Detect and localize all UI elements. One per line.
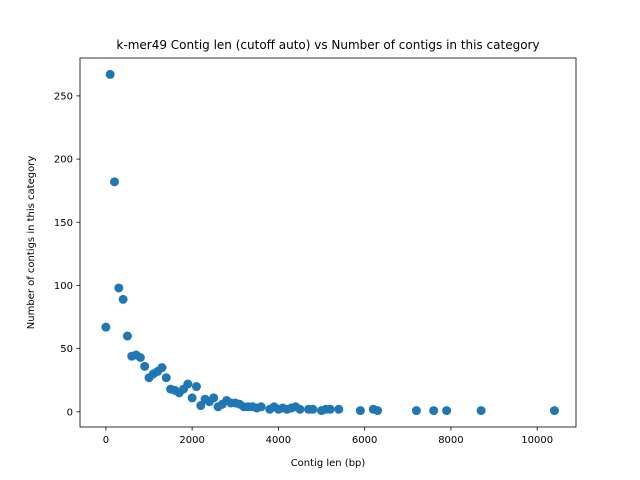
x-tick-label: 0 (103, 435, 109, 446)
x-tick-label: 8000 (438, 435, 463, 446)
data-point (209, 393, 219, 403)
x-axis-label: Contig len (bp) (291, 458, 366, 469)
data-point (411, 406, 421, 416)
data-point (110, 177, 119, 187)
data-point (429, 406, 439, 416)
y-tick-label: 100 (54, 281, 73, 292)
data-point (256, 402, 266, 412)
x-tick-label: 2000 (179, 435, 204, 446)
y-tick-label: 150 (54, 218, 73, 229)
chart-title: k-mer49 Contig len (cutoff auto) vs Numb… (116, 38, 539, 52)
data-point (118, 294, 128, 304)
data-point (161, 373, 171, 383)
data-point (442, 406, 452, 416)
data-point (157, 363, 167, 373)
y-axis: 0 50 100 150 200 250 (54, 91, 80, 418)
data-point (187, 393, 197, 403)
data-point (135, 353, 145, 362)
data-point (101, 322, 111, 332)
data-point (373, 406, 383, 416)
x-tick-label: 6000 (352, 435, 377, 446)
data-point (140, 361, 150, 371)
x-axis: 0 2000 4000 6000 8000 10000 (103, 427, 553, 446)
y-tick-label: 250 (54, 91, 73, 102)
data-point (105, 69, 115, 79)
x-tick-label: 10000 (521, 435, 553, 446)
data-point (122, 331, 132, 341)
x-tick-label: 4000 (266, 435, 291, 446)
y-tick-label: 200 (54, 155, 73, 166)
data-point (334, 404, 344, 414)
data-point (325, 404, 335, 414)
y-axis-label: Number of contigs in this category (26, 156, 37, 330)
data-point (476, 406, 486, 416)
data-point (295, 404, 305, 414)
data-point (196, 401, 206, 411)
data-point (355, 406, 365, 416)
data-point (183, 379, 193, 389)
plot-area (79, 57, 577, 428)
data-point (549, 406, 559, 416)
data-point (191, 382, 201, 392)
data-point (114, 283, 124, 293)
data-points (101, 69, 559, 416)
data-point (308, 404, 318, 414)
y-tick-label: 50 (60, 344, 73, 355)
y-tick-label: 0 (67, 407, 73, 418)
plot-frame (79, 57, 577, 428)
